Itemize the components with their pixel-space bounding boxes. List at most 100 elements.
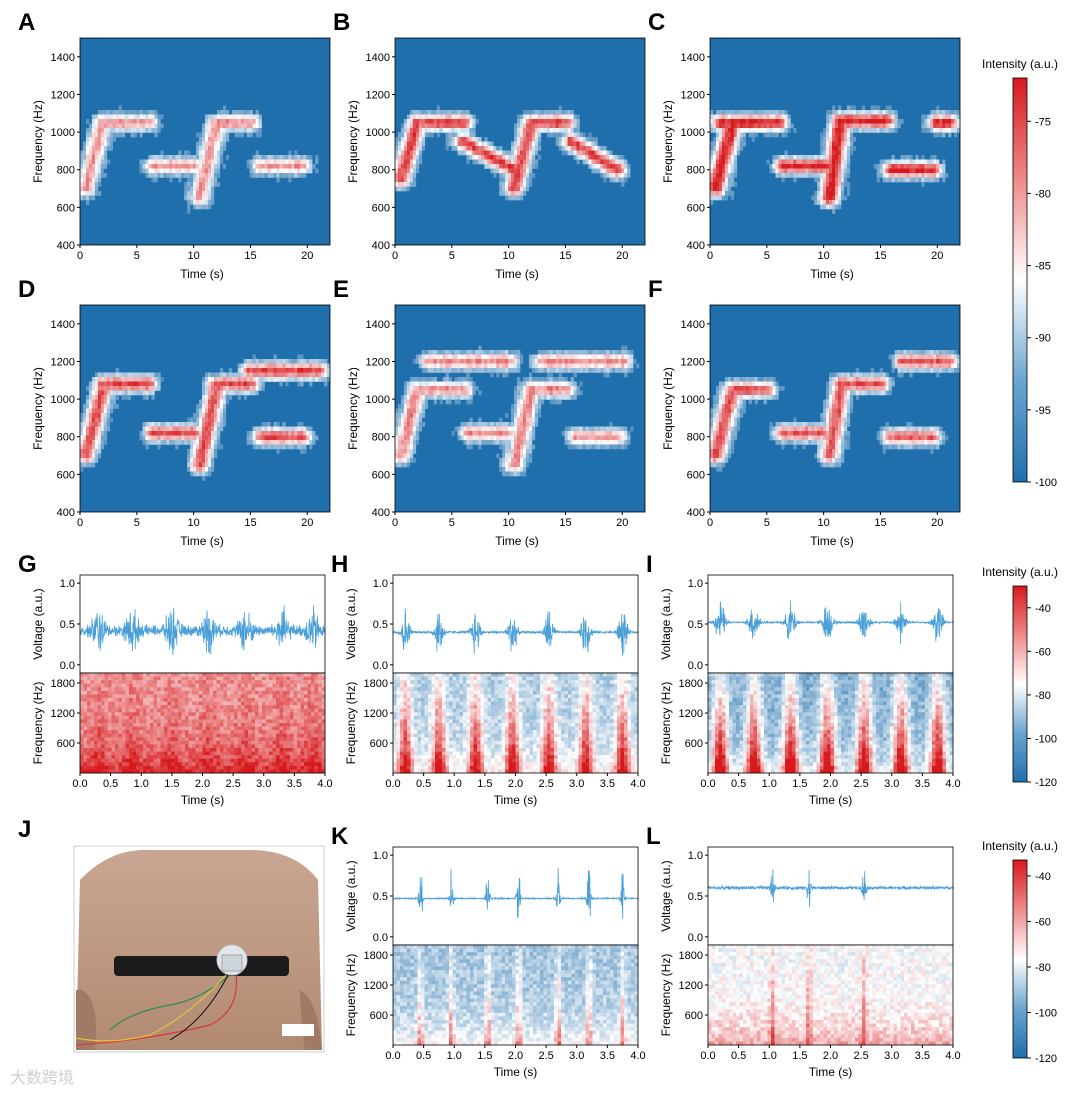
heatmap-cell: [412, 110, 417, 115]
heatmap-cell: [837, 128, 842, 133]
heatmap-cell: [715, 132, 720, 138]
heatmap-cell: [246, 431, 250, 436]
heatmap-cell: [909, 164, 913, 169]
heatmap-cell: [520, 177, 524, 183]
heatmap-cell: [142, 426, 146, 432]
heatmap-cell: [216, 372, 221, 378]
heatmap-cell: [742, 128, 747, 133]
heatmap-cell: [145, 168, 149, 174]
heatmap-cell: [585, 354, 589, 360]
heatmap-cell: [133, 123, 137, 129]
heatmap-cell: [802, 168, 806, 174]
heatmap-cell: [820, 426, 824, 432]
heatmap-cell: [718, 141, 723, 147]
heatmap-cell: [193, 195, 197, 201]
heatmap-cell: [415, 386, 420, 391]
heatmap-cell: [246, 132, 250, 138]
heatmap-cell: [460, 150, 464, 156]
heatmap-cell: [775, 159, 779, 165]
heatmap-cell: [472, 132, 476, 138]
heatmap-cell: [837, 390, 842, 396]
heatmap-cell: [309, 359, 313, 364]
heatmap-cell: [412, 444, 417, 450]
heatmap-cell: [511, 471, 515, 477]
heatmap-cell: [573, 141, 577, 147]
heatmap-cell: [736, 146, 741, 151]
heatmap-cell: [721, 128, 726, 133]
heatmap-cell: [730, 146, 735, 151]
heatmap-cell: [772, 168, 776, 174]
heatmap-cell: [499, 422, 503, 427]
heatmap-cell: [228, 386, 233, 391]
heatmap-cell: [151, 426, 155, 432]
heatmap-cell: [832, 182, 836, 187]
heatmap-cell: [912, 168, 916, 174]
heatmap-cell: [514, 408, 518, 414]
heatmap-cell: [261, 359, 265, 364]
heatmap-cell: [139, 390, 143, 396]
heatmap-cell: [835, 155, 839, 160]
heatmap-cell: [829, 168, 833, 174]
heatmap-cell: [514, 422, 518, 427]
heatmap-cell: [457, 395, 461, 400]
heatmap-cell: [100, 381, 105, 387]
heatmap-cell: [618, 435, 622, 441]
heatmap-cell: [202, 431, 206, 436]
heatmap-cell: [517, 462, 521, 468]
heatmap-cell: [97, 453, 102, 459]
heatmap-cell: [210, 381, 215, 387]
heatmap-cell: [85, 119, 90, 124]
heatmap-cell: [754, 119, 758, 124]
heatmap-cell: [490, 150, 494, 156]
heatmap-cell: [460, 426, 464, 432]
heatmap-cell: [169, 159, 173, 165]
heatmap-cell: [199, 141, 203, 147]
heatmap-cell: [948, 114, 952, 120]
heatmap-cell: [835, 408, 839, 414]
heatmap-cell: [184, 155, 188, 160]
heatmap-cell: [97, 150, 102, 156]
heatmap-cell: [219, 123, 224, 129]
heatmap-cell: [820, 195, 824, 201]
heatmap-cell: [493, 426, 497, 432]
heatmap-cell: [210, 123, 215, 129]
heatmap-cell: [600, 359, 604, 364]
heatmap-cell: [397, 444, 402, 450]
heatmap-cell: [97, 422, 102, 427]
heatmap-cell: [757, 395, 761, 400]
heatmap-cell: [412, 141, 417, 147]
heatmap-cell: [517, 471, 521, 477]
heatmap-cell: [82, 426, 87, 432]
heatmap-cell: [781, 164, 785, 169]
heatmap-cell: [585, 155, 589, 160]
heatmap-cell: [840, 132, 845, 138]
heatmap-cell: [255, 114, 259, 120]
heatmap-cell: [400, 413, 405, 418]
heatmap-cell: [315, 159, 319, 165]
heatmap-cell: [814, 422, 818, 427]
heatmap-cell: [879, 173, 883, 178]
heatmap-cell: [718, 413, 723, 418]
heatmap-cell: [606, 431, 610, 436]
heatmap-cell: [954, 110, 958, 115]
heatmap-cell: [445, 141, 449, 147]
heatmap-cell: [823, 155, 827, 160]
heatmap-cell: [505, 467, 509, 472]
heatmap-cell: [487, 363, 491, 369]
heatmap-cell: [490, 155, 494, 160]
heatmap-cell: [552, 119, 557, 124]
heatmap-cell: [799, 168, 803, 174]
heatmap-cell: [837, 150, 842, 156]
heatmap-cell: [502, 368, 506, 373]
heatmap-cell: [733, 426, 738, 432]
heatmap-cell: [291, 159, 295, 165]
heatmap-cell: [826, 417, 830, 423]
heatmap-cell: [882, 173, 886, 178]
heatmap-cell: [873, 128, 877, 133]
heatmap-cell: [534, 164, 539, 169]
heatmap-cell: [115, 404, 119, 409]
heatmap-cell: [285, 173, 289, 178]
heatmap-cell: [891, 159, 895, 165]
heatmap-cell: [157, 164, 161, 169]
heatmap-cell: [820, 440, 824, 445]
